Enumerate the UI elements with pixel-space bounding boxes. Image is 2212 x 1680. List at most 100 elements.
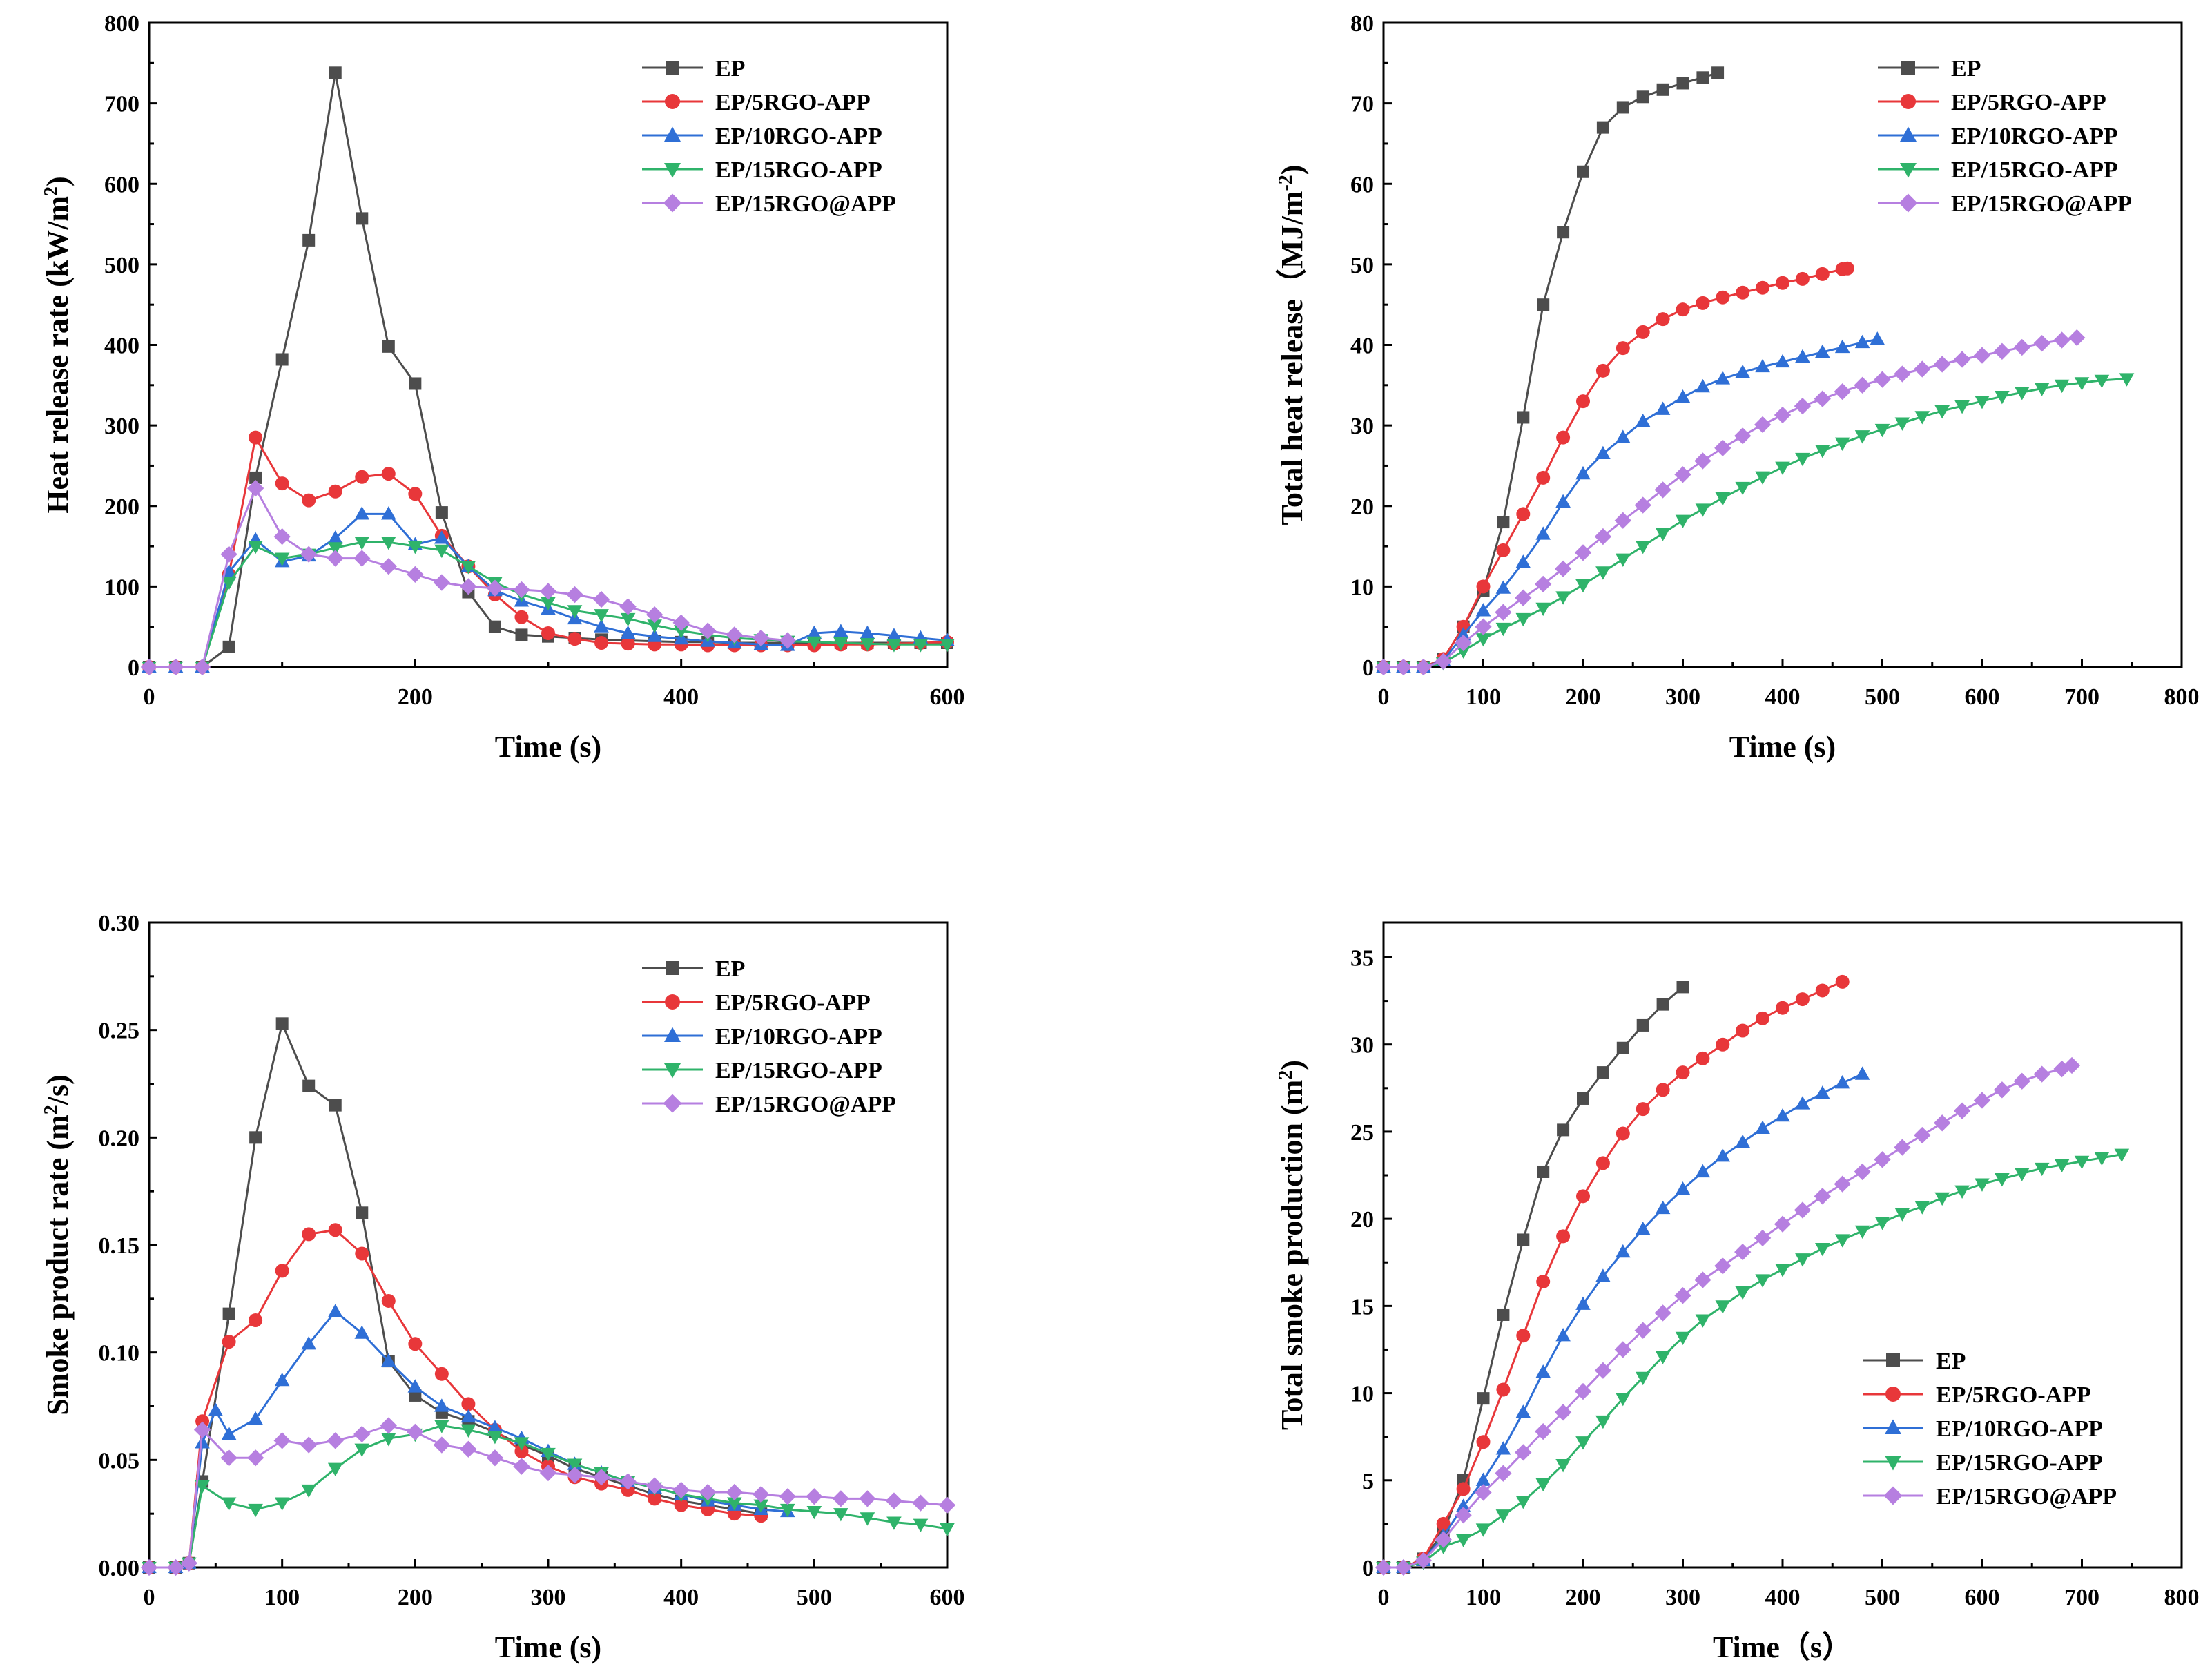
data-point xyxy=(1834,437,1850,452)
data-point xyxy=(1517,411,1530,424)
data-point xyxy=(1655,528,1671,541)
data-point xyxy=(779,1488,796,1505)
data-point xyxy=(1755,1274,1770,1288)
legend-marker xyxy=(1885,1419,1901,1434)
data-point xyxy=(913,1518,929,1532)
data-point xyxy=(409,377,422,390)
data-point xyxy=(567,1458,583,1472)
data-point xyxy=(1934,405,1950,419)
data-point xyxy=(486,579,504,597)
data-point xyxy=(1735,364,1750,378)
data-point xyxy=(1554,560,1572,577)
data-point xyxy=(1756,280,1770,295)
y-tick-label: 70 xyxy=(1350,92,1374,117)
data-point xyxy=(1775,1108,1790,1122)
data-point xyxy=(1577,165,1589,178)
data-point xyxy=(488,620,501,633)
data-point xyxy=(1975,1178,1990,1192)
data-point xyxy=(1495,622,1511,637)
data-point xyxy=(1557,1123,1570,1137)
data-point xyxy=(1636,90,1649,104)
data-point xyxy=(354,1443,370,1458)
legend-marker xyxy=(663,1094,682,1113)
data-point xyxy=(1635,1222,1651,1235)
data-point xyxy=(460,578,477,595)
data-point xyxy=(1995,391,2010,405)
legend-marker xyxy=(1900,163,1917,178)
data-point xyxy=(1655,401,1671,415)
data-point xyxy=(408,1337,423,1351)
data-point xyxy=(859,1490,876,1507)
data-point xyxy=(300,545,318,563)
data-point xyxy=(1674,1287,1691,1304)
data-point xyxy=(1656,998,1669,1011)
data-point xyxy=(1834,1234,1850,1248)
series-line-ep-15rgo-app xyxy=(1382,378,2128,668)
data-point xyxy=(566,586,583,604)
legend: EP EP/5RGO-APP EP/10RGO-APP EP/15RGO-APP EP/… xyxy=(642,56,896,217)
data-point xyxy=(806,1488,823,1505)
data-point xyxy=(407,566,424,583)
data-point xyxy=(1455,1507,1472,1524)
data-point xyxy=(1515,589,1532,606)
data-point xyxy=(328,484,342,499)
chart-total-smoke-production: 0 100 200 300 400 500 600 700 800 0 5 10 15 20 25 30 35 T… xyxy=(1275,921,2200,1664)
series-ep-15rgo-app xyxy=(140,479,796,676)
data-point xyxy=(1535,1364,1551,1378)
data-point xyxy=(1734,1243,1752,1261)
data-point xyxy=(1815,1242,1830,1257)
legend-label: EP/15RGO@APP xyxy=(1951,191,2132,217)
data-point xyxy=(513,1458,530,1475)
y-tick-label: 0.00 xyxy=(99,1556,140,1581)
series-ep-5rgo-app xyxy=(1377,261,1854,674)
data-point xyxy=(860,625,875,639)
data-point xyxy=(140,1558,158,1576)
legend: EP EP/5RGO-APP EP/10RGO-APP EP/15RGO-APP EP/… xyxy=(1863,1349,2117,1509)
legend-marker xyxy=(666,961,679,975)
data-point xyxy=(1415,658,1432,676)
data-point xyxy=(1914,360,1931,378)
data-point xyxy=(1455,1498,1471,1512)
legend-label: EP/5RGO-APP xyxy=(1936,1382,2091,1408)
series-line-ep-5rgo-app xyxy=(148,1228,762,1569)
y-tick-label: 10 xyxy=(1350,1382,1374,1407)
data-point xyxy=(1834,1074,1850,1089)
data-point xyxy=(302,493,316,508)
data-point xyxy=(1515,554,1531,568)
data-point xyxy=(753,629,770,647)
data-point xyxy=(753,1485,770,1503)
data-point xyxy=(2074,377,2090,391)
x-tick-label: 300 xyxy=(531,1585,566,1610)
data-point xyxy=(1854,334,1870,349)
data-point xyxy=(408,487,423,501)
legend: EP EP/5RGO-APP EP/10RGO-APP EP/15RGO-APP EP/… xyxy=(1878,56,2132,217)
data-point xyxy=(1715,1300,1731,1314)
legend-label: EP/15RGO-APP xyxy=(1951,157,2118,183)
series-ep-15rgo-app xyxy=(1375,329,2086,676)
legend-label: EP/10RGO-APP xyxy=(715,124,882,149)
data-point xyxy=(1435,653,1452,670)
data-point xyxy=(1635,414,1651,427)
data-point xyxy=(222,1335,236,1349)
y-tick-label: 200 xyxy=(104,494,139,520)
data-point xyxy=(487,1420,503,1433)
data-point xyxy=(249,1131,262,1144)
data-point xyxy=(180,1554,197,1572)
data-point xyxy=(726,1497,742,1511)
data-point xyxy=(1517,1233,1530,1246)
data-point xyxy=(1556,430,1571,445)
legend-marker xyxy=(1886,1353,1900,1367)
data-point xyxy=(1596,1066,1609,1079)
data-point xyxy=(1675,1331,1691,1346)
series-ep-5rgo-app xyxy=(1377,974,1850,1574)
data-point xyxy=(1854,1163,1871,1181)
data-point xyxy=(1616,341,1630,356)
data-point xyxy=(1574,1382,1592,1400)
data-point xyxy=(886,1516,902,1530)
data-point xyxy=(354,1325,370,1339)
data-point xyxy=(220,545,237,563)
series-ep-5rgo-app xyxy=(142,1223,768,1574)
data-point xyxy=(328,1223,342,1237)
data-point xyxy=(355,1246,369,1261)
